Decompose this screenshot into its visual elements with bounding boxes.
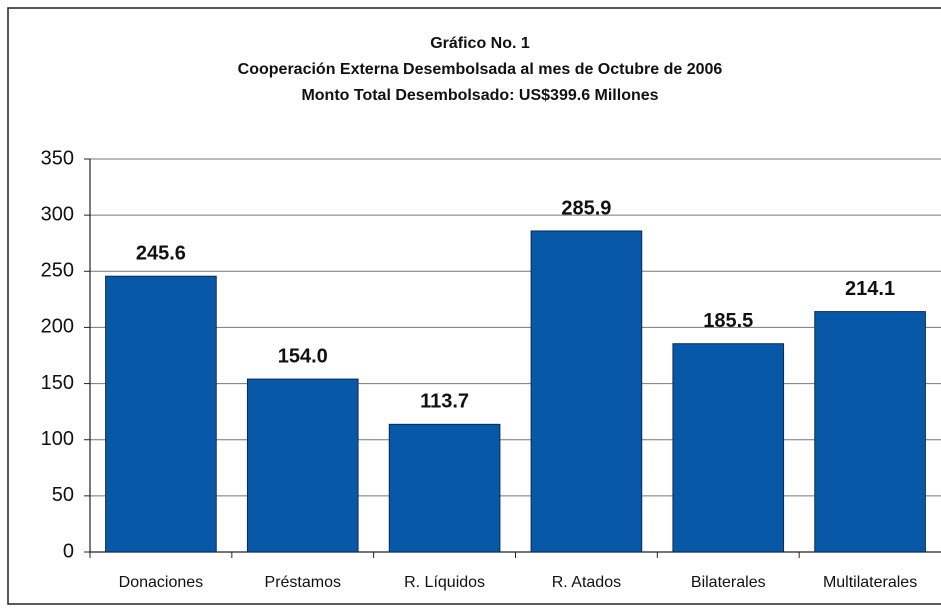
x-tick-label: R. Atados xyxy=(552,574,621,591)
x-tick-label: Préstamos xyxy=(265,574,341,591)
x-tick-label: Multilaterales xyxy=(823,574,917,591)
chart-frame xyxy=(7,7,941,605)
y-tick-label: 350 xyxy=(41,147,74,169)
chart-title: Gráfico No. 1 xyxy=(430,35,530,52)
y-tick-label: 250 xyxy=(41,260,74,282)
value-label: 185.5 xyxy=(703,310,753,332)
y-tick-label: 150 xyxy=(41,372,74,394)
value-label: 113.7 xyxy=(420,391,469,413)
y-tick-label: 100 xyxy=(41,428,74,450)
bar xyxy=(672,343,785,553)
y-tick-label: 300 xyxy=(41,203,74,225)
x-tick-label: R. Líquidos xyxy=(404,574,485,591)
y-tick-label: 200 xyxy=(41,316,74,338)
bar xyxy=(246,378,359,553)
y-tick-label: 0 xyxy=(63,540,74,562)
bar xyxy=(388,423,501,553)
bar xyxy=(814,311,926,553)
chart-title: Cooperación Externa Desembolsada al mes … xyxy=(238,61,723,78)
bar xyxy=(530,230,643,553)
bar xyxy=(105,275,217,553)
value-label: 285.9 xyxy=(561,197,611,219)
chart-title: Monto Total Desembolsado: US$399.6 Millo… xyxy=(301,87,658,104)
value-label: 214.1 xyxy=(845,278,895,300)
x-tick-label: Bilaterales xyxy=(691,574,766,591)
value-label: 245.6 xyxy=(136,243,186,265)
x-tick-label: Donaciones xyxy=(119,574,204,591)
y-tick-label: 50 xyxy=(52,484,74,506)
value-label: 154.0 xyxy=(278,345,328,367)
